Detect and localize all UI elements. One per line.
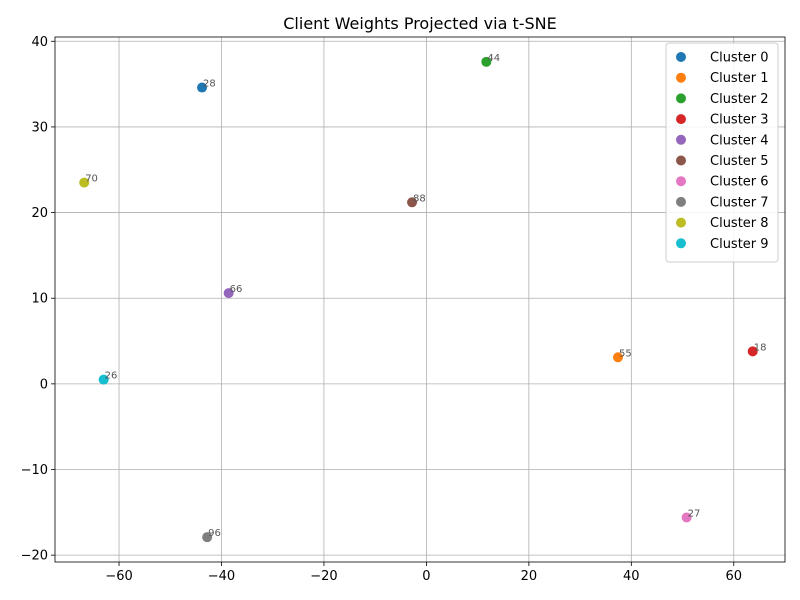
axes: −60 −40 −20 0 20 40 60 −20 −10 0 10 20 30 40 [21, 35, 786, 584]
grid-lines [55, 37, 785, 562]
legend-label: Cluster 7 [710, 195, 769, 210]
point-label: 26 [105, 371, 118, 382]
point-label: 18 [754, 342, 767, 353]
legend-label: Cluster 1 [710, 71, 769, 86]
legend-label: Cluster 0 [710, 51, 769, 66]
legend-label: Cluster 9 [710, 237, 769, 252]
legend-label: Cluster 8 [710, 216, 769, 231]
y-tick-label: 40 [31, 35, 48, 50]
chart-title: Client Weights Projected via t-SNE [283, 14, 556, 33]
data-point [197, 82, 208, 93]
y-tick-label: 0 [40, 377, 48, 392]
legend-label: Cluster 3 [710, 113, 769, 128]
data-points: 28 55 44 18 66 88 27 96 70 26 [79, 53, 767, 543]
point-label: 55 [619, 348, 632, 359]
x-tick-label: −20 [310, 569, 337, 584]
point-label: 96 [208, 528, 221, 539]
legend-marker [676, 155, 686, 166]
data-point [98, 374, 109, 385]
x-tick-label: −60 [105, 569, 132, 584]
point-label: 70 [85, 174, 98, 185]
point-label: 27 [688, 508, 701, 519]
legend-marker [676, 238, 686, 249]
data-point [202, 532, 213, 543]
x-tick-label: 20 [521, 569, 538, 584]
x-tick-label: 60 [725, 569, 742, 584]
legend-label: Cluster 4 [710, 133, 769, 148]
data-point [612, 352, 623, 363]
legend-marker [676, 52, 686, 62]
y-tick-label: −20 [21, 549, 48, 564]
legend-label: Cluster 2 [710, 92, 769, 107]
plot-frame [54, 36, 786, 563]
legend-marker [676, 114, 686, 125]
y-tick-label: −10 [21, 463, 48, 478]
legend-marker [676, 176, 686, 187]
data-point [747, 346, 758, 357]
y-tick-label: 10 [31, 292, 48, 307]
point-label: 88 [413, 193, 426, 204]
data-point [681, 512, 692, 523]
legend-marker [676, 72, 686, 83]
x-tick-label: 0 [422, 569, 430, 584]
y-tick-label: 30 [31, 120, 48, 135]
legend-label: Cluster 5 [710, 154, 769, 169]
legend: Cluster 0 Cluster 1 Cluster 2 Cluster 3 Clus… [665, 42, 779, 263]
x-tick-label: −40 [208, 569, 235, 584]
data-point [79, 177, 90, 188]
legend-marker [676, 196, 686, 207]
point-label: 66 [230, 284, 243, 295]
data-point [481, 56, 492, 67]
point-label: 28 [203, 79, 216, 90]
data-point [407, 197, 418, 208]
point-label: 44 [487, 53, 500, 64]
y-tick-label: 20 [31, 206, 48, 221]
legend-marker [676, 93, 686, 104]
legend-marker [676, 134, 686, 145]
data-point [223, 288, 234, 299]
legend-marker [676, 217, 686, 228]
legend-label: Cluster 6 [710, 175, 769, 190]
legend-box [665, 42, 779, 263]
x-tick-label: 40 [623, 569, 640, 584]
